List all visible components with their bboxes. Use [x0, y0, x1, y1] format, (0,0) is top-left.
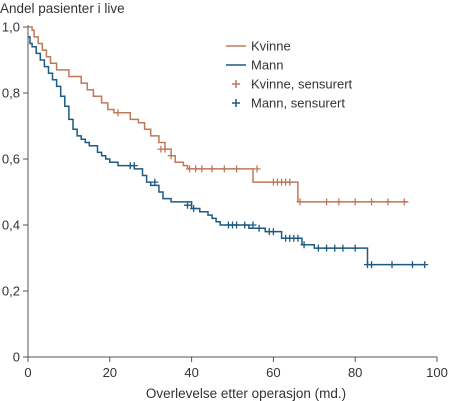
legend: Kvinne Mann Kvinne, sensurert Mann, sensure…: [226, 39, 353, 111]
censor-marker: [253, 165, 261, 173]
censor-marker: [233, 165, 241, 173]
censor-marker: [151, 178, 159, 186]
y-axis-title: Andel pasienter i live: [0, 1, 125, 16]
plot-area: [28, 26, 429, 269]
censor-marker: [400, 198, 408, 206]
axes: 0 20 40 60 80 100 0 0,2 0,4 0,6 0,8 1,0: [2, 20, 448, 381]
censor-marker: [294, 234, 302, 242]
censor-marker: [192, 165, 200, 173]
x-tick-label: 60: [266, 365, 280, 380]
legend-label: Kvinne: [251, 39, 291, 54]
y-tick-label: 0,4: [2, 218, 20, 233]
censor-marker: [241, 221, 249, 229]
censor-marker: [323, 244, 331, 252]
x-tick-label: 20: [103, 365, 117, 380]
censor-marker: [186, 165, 194, 173]
censor-marker: [184, 201, 192, 209]
censor-marker: [286, 178, 294, 186]
censor-marker: [368, 261, 376, 269]
censor-marker: [368, 198, 376, 206]
x-tick-label: 0: [24, 365, 31, 380]
censor-marker: [351, 198, 359, 206]
censor-marker: [269, 228, 277, 236]
censor-marker: [300, 241, 308, 249]
censor-marker: [331, 244, 339, 252]
censor-marker: [351, 244, 359, 252]
legend-label: Mann: [251, 58, 284, 73]
y-tick-label: 0,2: [2, 284, 20, 299]
y-tick-label: 0,6: [2, 152, 20, 167]
x-tick-label: 40: [184, 365, 198, 380]
censor-marker: [384, 198, 392, 206]
censor-marker: [167, 152, 175, 160]
censor-marker: [114, 109, 122, 117]
censor-marker: [198, 165, 206, 173]
y-tick-label: 0,8: [2, 86, 20, 101]
censor-marker: [249, 221, 257, 229]
censor-marker: [323, 198, 331, 206]
legend-label: Kvinne, sensurert: [251, 77, 353, 92]
censor-marker: [208, 165, 216, 173]
y-tick-label: 1,0: [2, 20, 20, 35]
censor-marker: [314, 244, 322, 252]
censor-marker: [130, 162, 138, 170]
censor-marker: [220, 165, 228, 173]
legend-label: Mann, sensurert: [251, 96, 345, 111]
censor-marker: [233, 221, 241, 229]
censor-marker: [339, 244, 347, 252]
legend-marker: [232, 80, 240, 88]
y-tick-label: 0: [13, 350, 20, 365]
survival-line-1: [28, 36, 425, 266]
censor-marker: [408, 261, 416, 269]
x-tick-label: 100: [426, 365, 448, 380]
x-axis-title: Overlevelse etter operasjon (md.): [146, 386, 346, 401]
legend-marker: [232, 99, 240, 107]
censor-marker: [161, 145, 169, 153]
censor-marker: [296, 198, 304, 206]
censor-marker: [190, 205, 198, 212]
survival-line-0: [28, 26, 409, 203]
censor-marker: [388, 261, 396, 269]
censor-marker: [421, 261, 429, 269]
censor-marker: [335, 198, 343, 206]
censor-marker: [255, 224, 263, 232]
x-tick-label: 80: [348, 365, 362, 380]
